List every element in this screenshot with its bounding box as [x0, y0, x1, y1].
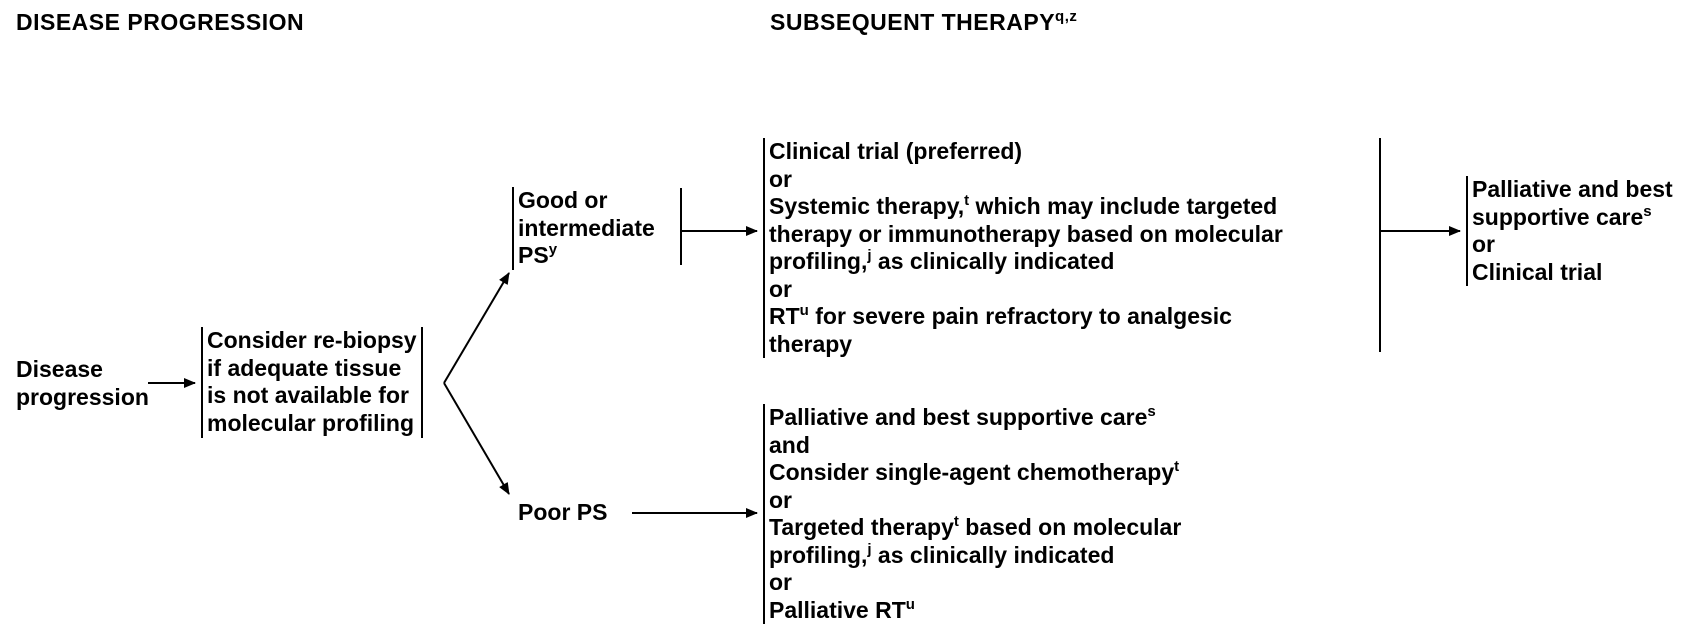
therapy-poor-line3: Consider single-agent chemotherapyt: [769, 459, 1181, 487]
therapy-good-line5-b: as clinically indicated: [871, 248, 1115, 274]
node-disease-progression: Disease progression: [16, 356, 149, 411]
palliative-line2-footnote: s: [1643, 202, 1652, 220]
palliative-line1: Palliative and best: [1472, 176, 1673, 202]
therapy-poor-line6-a: profiling,: [769, 541, 868, 568]
node-palliative-care: Palliative and best supportive cares or …: [1466, 176, 1673, 286]
therapy-good-line7: RTu for severe pain refractory to analge…: [769, 303, 1283, 331]
therapy-good-line3-a: Systemic therapy,: [769, 193, 965, 219]
therapy-good-line7-footnote: u: [799, 302, 809, 319]
arrow-rebiopsy-to-poor-ps: [443, 382, 510, 495]
node-good-ps-line1: Good or: [518, 187, 608, 213]
node-good-ps-footnote: y: [548, 241, 558, 258]
arrow-rebiopsy-to-good-ps: [443, 272, 510, 384]
node-disease-line1: Disease: [16, 356, 103, 382]
node-rebiopsy: Consider re-biopsy if adequate tissue is…: [201, 327, 423, 438]
therapy-good-line3: Systemic therapy,t which may include tar…: [769, 193, 1283, 221]
node-good-ps-line3: PSy: [518, 242, 655, 270]
therapy-poor-line5-b: based on molecular: [958, 514, 1182, 540]
node-rebiopsy-line2: if adequate tissue: [207, 354, 402, 381]
therapy-poor-line8: Palliative RTu: [769, 597, 1181, 625]
therapy-good-line3-footnote: t: [964, 192, 970, 209]
palliative-line2-a: supportive care: [1472, 203, 1644, 230]
palliative-line2: supportive cares: [1472, 204, 1673, 232]
therapy-poor-line1-a: Palliative and best supportive care: [769, 404, 1148, 430]
therapy-poor-line3-a: Consider single-agent chemotherapy: [769, 459, 1175, 485]
therapy-good-line1: Clinical trial (preferred): [769, 138, 1023, 164]
therapy-poor-line5-a: Targeted therapy: [769, 514, 954, 540]
therapy-good-line3-b: which may include targeted: [969, 193, 1278, 219]
therapy-poor-line4: or: [769, 486, 792, 513]
therapy-poor-line6: profiling,j as clinically indicated: [769, 542, 1181, 570]
header-subsequent-therapy: SUBSEQUENT THERAPYq,z: [770, 9, 1077, 36]
therapy-poor-line8-a: Palliative RT: [769, 596, 906, 623]
therapy-good-line8: therapy: [769, 330, 853, 357]
therapy-good-line4: therapy or immunotherapy based on molecu…: [769, 220, 1283, 247]
therapy-good-line5-footnote: j: [867, 247, 872, 264]
header-subsequent-therapy-footnote: q,z: [1055, 8, 1078, 25]
therapy-poor-line5-footnote: t: [953, 513, 959, 530]
therapy-good-line7-b: for severe pain refractory to analgesic: [808, 303, 1232, 329]
therapy-good-line5-a: profiling,: [769, 248, 868, 274]
therapy-poor-line1: Palliative and best supportive cares: [769, 404, 1181, 432]
node-good-intermediate-ps: Good or intermediate PSy: [512, 187, 655, 270]
therapy-poor-line8-footnote: u: [905, 595, 915, 613]
node-disease-line2: progression: [16, 383, 149, 410]
palliative-line3: or: [1472, 231, 1495, 257]
therapy-poor-line1-footnote: s: [1147, 403, 1156, 420]
therapy-good-line7-a: RT: [769, 303, 800, 329]
node-rebiopsy-line3: is not available for: [207, 382, 409, 408]
therapy-poor-line7: or: [769, 569, 792, 595]
therapy-poor-line2: and: [769, 431, 810, 458]
therapy-good-line6: or: [769, 275, 792, 302]
therapy-poor-line3-footnote: t: [1174, 458, 1180, 475]
node-poor-ps-text: Poor PS: [518, 499, 608, 525]
header-disease-progression: DISEASE PROGRESSION: [16, 9, 305, 35]
node-good-ps-text: PS: [518, 242, 549, 268]
node-rebiopsy-line1: Consider re-biopsy: [207, 327, 417, 353]
header-subsequent-therapy-text: SUBSEQUENT THERAPY: [770, 9, 1056, 35]
therapy-poor-line6-b: as clinically indicated: [871, 541, 1115, 568]
node-poor-ps: Poor PS: [518, 499, 607, 527]
therapy-poor-line6-footnote: j: [867, 540, 872, 558]
node-rebiopsy-line4: molecular profiling: [207, 409, 415, 436]
node-good-ps-line2: intermediate: [518, 214, 655, 241]
therapy-good-line2: or: [769, 165, 792, 192]
node-therapy-good-ps: Clinical trial (preferred) or Systemic t…: [763, 138, 1283, 358]
therapy-poor-line5: Targeted therapyt based on molecular: [769, 514, 1181, 542]
node-therapy-poor-ps: Palliative and best supportive cares and…: [763, 404, 1181, 624]
palliative-line4: Clinical trial: [1472, 258, 1603, 285]
therapy-good-line5: profiling,j as clinically indicated: [769, 248, 1283, 276]
